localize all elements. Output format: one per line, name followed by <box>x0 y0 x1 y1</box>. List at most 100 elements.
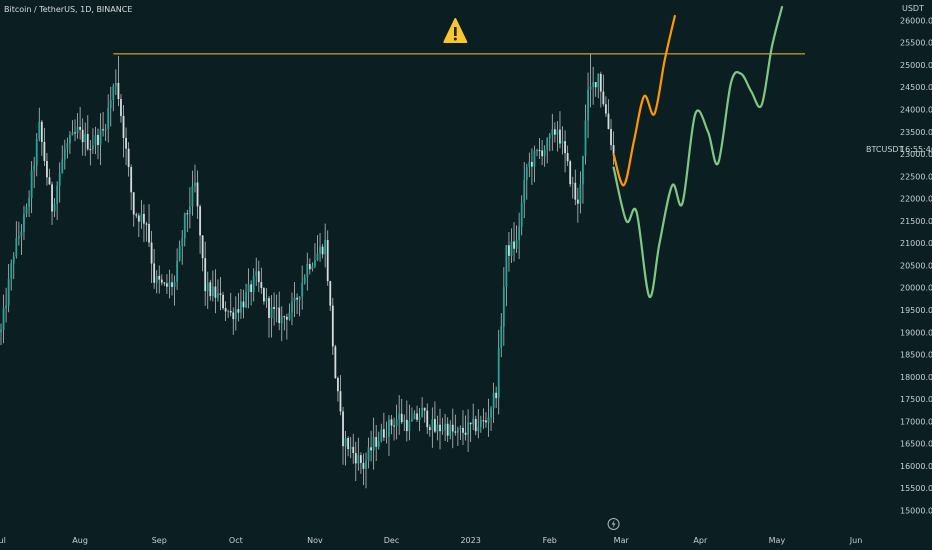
candle <box>89 140 92 166</box>
candle <box>451 408 454 449</box>
candle <box>571 176 574 199</box>
x-axis: Jul Aug Sep Oct Nov Dec 2023 Feb Mar Apr May Jun <box>0 536 862 545</box>
candle <box>227 309 230 318</box>
candle <box>150 230 153 284</box>
x-tick-label: Dec <box>384 536 399 545</box>
candle <box>237 292 240 322</box>
candle <box>153 248 156 289</box>
candle <box>66 137 69 159</box>
candle <box>449 420 452 440</box>
candle <box>158 265 161 294</box>
candle <box>582 155 584 204</box>
candle <box>334 344 337 379</box>
candle <box>528 152 531 178</box>
candle <box>99 113 102 166</box>
candle <box>178 240 181 262</box>
candle <box>599 71 602 108</box>
candle <box>372 417 375 470</box>
candle <box>587 72 589 139</box>
candle <box>132 192 135 227</box>
candle <box>247 268 250 309</box>
candle <box>140 199 143 229</box>
candle <box>456 426 459 446</box>
candle <box>375 425 378 462</box>
x-tick-label: Apr <box>693 536 708 545</box>
candle <box>505 245 508 307</box>
candle <box>102 111 104 137</box>
candle <box>477 409 480 439</box>
candle <box>566 145 569 167</box>
candle <box>2 294 5 344</box>
candle <box>10 259 13 291</box>
candle <box>283 315 286 331</box>
candle <box>536 148 538 157</box>
candle <box>135 212 138 219</box>
candle <box>206 271 209 309</box>
candle <box>53 198 56 218</box>
candle <box>446 417 449 442</box>
candle <box>612 131 615 165</box>
candle <box>84 122 87 156</box>
candle <box>176 248 179 290</box>
candle <box>538 137 541 160</box>
y-tick-label: 25500.00 <box>900 39 932 48</box>
x-tick-label: Feb <box>543 536 557 545</box>
candle <box>316 235 319 262</box>
candle <box>5 287 8 323</box>
candle <box>143 204 145 243</box>
candle <box>81 118 84 156</box>
candle <box>38 107 41 142</box>
y-tick-label: 24000.00 <box>900 106 932 115</box>
candle <box>553 122 556 143</box>
candle <box>76 113 79 139</box>
candle <box>462 410 464 446</box>
candle <box>515 225 518 253</box>
candle <box>270 295 273 338</box>
candle <box>28 190 30 217</box>
x-tick-label: Jul <box>0 536 6 545</box>
candle <box>145 221 148 242</box>
candle <box>390 415 393 435</box>
candle <box>398 395 401 435</box>
x-tick-label: Nov <box>307 536 323 545</box>
candle <box>569 159 572 187</box>
candle <box>314 243 316 269</box>
candle <box>109 86 112 127</box>
candle <box>423 407 426 423</box>
candle <box>219 276 222 311</box>
candle <box>120 94 122 123</box>
candle <box>166 274 168 295</box>
candle <box>367 437 370 469</box>
candle <box>431 407 434 448</box>
candle <box>293 282 296 317</box>
candle <box>127 142 130 177</box>
candle <box>252 268 255 302</box>
y-tick-label: 20000.00 <box>900 284 932 293</box>
candle <box>347 436 350 457</box>
candle <box>574 169 577 206</box>
candle <box>388 415 390 456</box>
projection-line[interactable] <box>612 14 676 187</box>
y-tick-label: 15500.00 <box>900 484 932 493</box>
chart-title: Bitcoin / TetherUS, 1D, BINANCE <box>4 5 132 14</box>
projection-line[interactable] <box>612 5 784 298</box>
lightning-icon[interactable] <box>607 518 620 530</box>
candle <box>188 187 191 229</box>
candle <box>469 422 472 443</box>
x-tick-label: May <box>769 536 786 545</box>
candle <box>25 203 28 218</box>
candle <box>296 293 298 314</box>
candle <box>326 230 329 286</box>
y-tick-label: 19500.00 <box>900 306 932 315</box>
candle <box>199 204 201 254</box>
candle <box>224 301 227 322</box>
candle <box>439 408 441 450</box>
y-tick-label: 15000.00 <box>900 507 932 516</box>
candle <box>173 275 176 306</box>
candle <box>362 453 365 486</box>
candle <box>43 127 46 167</box>
candle <box>408 404 411 441</box>
candle <box>17 221 20 246</box>
y-tick-label: 17500.00 <box>900 395 932 404</box>
